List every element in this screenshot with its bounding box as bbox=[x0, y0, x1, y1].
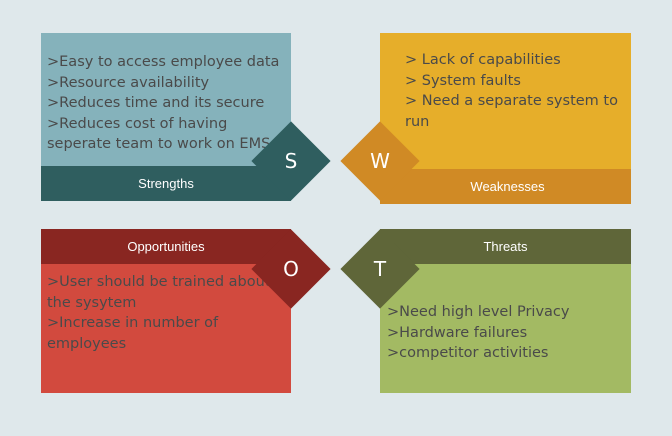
threats-letter: T bbox=[373, 257, 387, 281]
strengths-label: Strengths bbox=[138, 176, 194, 191]
weaknesses-text: > Lack of capabilities > System faults >… bbox=[405, 52, 618, 130]
threats-label: Threats bbox=[483, 239, 528, 254]
weaknesses-letter: W bbox=[370, 149, 390, 173]
weaknesses-band: Weaknesses bbox=[380, 169, 631, 204]
strengths-text: >Easy to access employee data >Resource … bbox=[47, 54, 280, 152]
opportunities-letter: O bbox=[283, 257, 299, 281]
opportunities-band: Opportunities bbox=[41, 229, 291, 264]
strengths-letter: S bbox=[284, 149, 298, 173]
strengths-band: Strengths bbox=[41, 166, 291, 201]
threats-text: >Need high level Privacy >Hardware failu… bbox=[387, 304, 570, 361]
opportunities-text: >User should be trained about the sysyte… bbox=[47, 274, 271, 352]
weaknesses-label: Weaknesses bbox=[470, 179, 545, 194]
opportunities-label: Opportunities bbox=[127, 239, 205, 254]
threats-band: Threats bbox=[380, 229, 631, 264]
